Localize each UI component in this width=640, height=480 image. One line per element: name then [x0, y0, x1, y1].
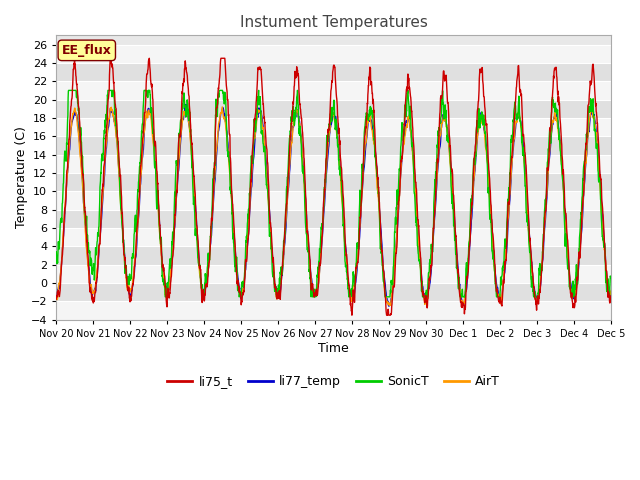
Text: EE_flux: EE_flux — [62, 44, 112, 57]
Bar — [56, 283, 611, 301]
Bar — [56, 228, 611, 246]
Legend: li75_t, li77_temp, SonicT, AirT: li75_t, li77_temp, SonicT, AirT — [163, 370, 505, 393]
Bar — [56, 155, 611, 173]
Bar — [56, 81, 611, 99]
Y-axis label: Temperature (C): Temperature (C) — [15, 127, 28, 228]
X-axis label: Time: Time — [318, 342, 349, 355]
Bar — [56, 118, 611, 136]
Bar — [56, 246, 611, 264]
Bar — [56, 264, 611, 283]
Bar — [56, 63, 611, 81]
Bar — [56, 301, 611, 320]
Bar — [56, 173, 611, 192]
Bar — [56, 45, 611, 63]
Title: Instument Temperatures: Instument Temperatures — [239, 15, 428, 30]
Bar — [56, 192, 611, 210]
Bar — [56, 99, 611, 118]
Bar — [56, 210, 611, 228]
Bar — [56, 136, 611, 155]
